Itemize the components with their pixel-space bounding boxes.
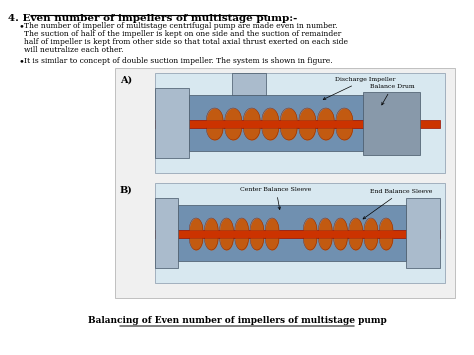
Bar <box>155 88 189 158</box>
Bar <box>155 73 445 173</box>
Text: 4. Even number of impellers of multistage pump:-: 4. Even number of impellers of multistag… <box>8 14 297 23</box>
Bar <box>232 73 266 95</box>
Bar <box>178 205 406 261</box>
Bar <box>406 198 440 268</box>
Text: B): B) <box>120 186 133 195</box>
Text: •: • <box>18 22 24 31</box>
Bar <box>155 230 440 238</box>
Bar <box>189 95 394 151</box>
Text: A): A) <box>120 76 132 85</box>
Text: Discharge Impeller: Discharge Impeller <box>323 77 395 99</box>
Text: The number of impeller of multistage centrifugal pump are made even in number.: The number of impeller of multistage cen… <box>24 22 337 30</box>
Bar <box>363 92 420 154</box>
Text: It is similar to concept of double suction impeller. The system is shown in figu: It is similar to concept of double sucti… <box>24 57 333 65</box>
Text: Balance Drum: Balance Drum <box>370 84 415 105</box>
Bar <box>155 183 445 283</box>
Text: Center Balance Sleeve: Center Balance Sleeve <box>240 187 311 209</box>
Text: will neutralize each other.: will neutralize each other. <box>24 46 124 54</box>
Text: half of impeller is kept from other side so that total axial thrust exerted on e: half of impeller is kept from other side… <box>24 38 348 46</box>
Bar <box>115 68 455 298</box>
Text: End Balance Sleeve: End Balance Sleeve <box>363 189 433 219</box>
Bar <box>155 198 178 268</box>
Bar <box>155 120 440 128</box>
Text: •: • <box>18 57 24 66</box>
Text: The suction of half of the impeller is kept on one side and the suction of remai: The suction of half of the impeller is k… <box>24 30 341 38</box>
Text: Balancing of Even number of impellers of multistage pump: Balancing of Even number of impellers of… <box>88 316 386 325</box>
